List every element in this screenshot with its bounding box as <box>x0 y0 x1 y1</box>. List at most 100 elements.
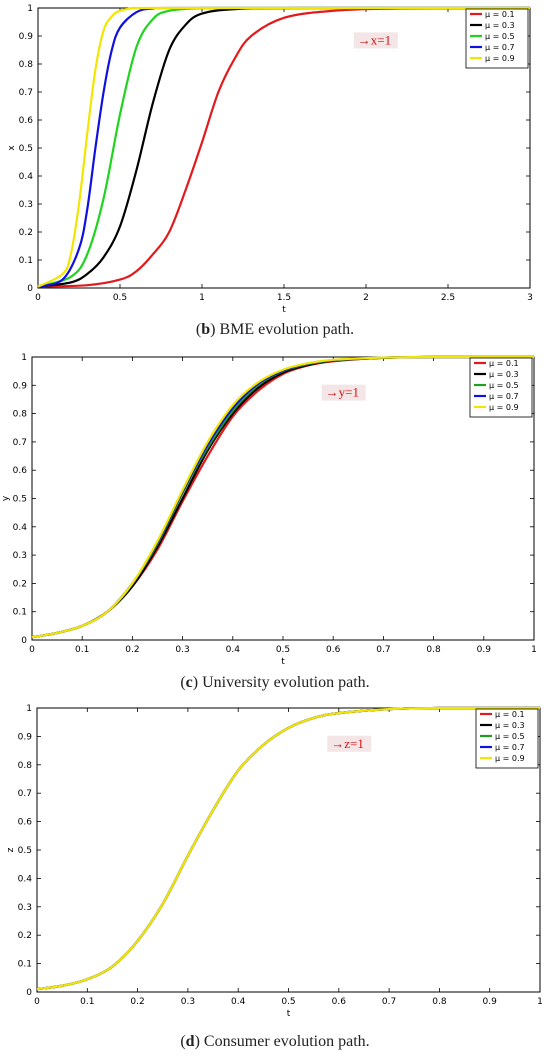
caption-d-text: Consumer evolution path. <box>199 1033 370 1050</box>
series-line <box>37 6 531 288</box>
legend-label: μ = 0.3 <box>489 370 519 379</box>
x-axis-label: t <box>282 305 286 315</box>
y-tick-label: 0 <box>27 284 33 294</box>
annotation-label: →x=1 <box>358 32 391 47</box>
x-tick-label: 0.5 <box>113 293 127 303</box>
legend-label: μ = 0.7 <box>495 743 525 752</box>
y-tick-label: 0.6 <box>13 466 28 476</box>
caption-b: (b) BME evolution path. <box>195 321 355 338</box>
plot-area <box>36 707 541 993</box>
x-tick-label: 0.9 <box>483 997 498 1007</box>
annotation-bg <box>321 384 366 401</box>
y-tick-label: 0.1 <box>19 256 33 266</box>
x-tick-label: 0.4 <box>231 997 246 1007</box>
y-tick-label: 0.7 <box>18 789 32 799</box>
chart-panel-b: 0 0.1 0.2 0.3 0.4 0.5 0.6 0.7 0.8 0.9 1 0 0.5 1 1.5 2 2.… <box>0 0 550 345</box>
y-tick-label: 0 <box>26 988 32 998</box>
chart-panel-d: 0 0.1 0.2 0.3 0.4 0.5 0.6 0.7 0.8 0.9 1 0 0.1 0.2 0.3 0… <box>0 700 550 1061</box>
annotation-label: →z=1 <box>331 736 364 751</box>
x-tick-label: 3 <box>527 293 533 303</box>
y-tick-label: 0.9 <box>19 32 34 42</box>
y-tick-label: 0.2 <box>18 931 32 941</box>
series-line <box>37 6 530 288</box>
x-tick-label: 0.9 <box>477 645 492 655</box>
chart-b-svg: 0 0.1 0.2 0.3 0.4 0.5 0.6 0.7 0.8 0.9 1 0 0.5 1 1.5 2 2.… <box>7 4 533 315</box>
y-tick-label: 0.8 <box>19 60 34 70</box>
x-tick-label: 0.6 <box>326 645 341 655</box>
x-axis-label: t <box>281 657 285 667</box>
x-tick-label: 0.8 <box>426 645 441 655</box>
x-tick-label: 0 <box>29 645 35 655</box>
y-tick-label: 0 <box>21 636 27 646</box>
annotation-bg <box>353 32 398 49</box>
caption-c-text: University evolution path. <box>198 674 370 691</box>
y-tick-label: 0.7 <box>19 88 33 98</box>
legend-label: μ = 0.5 <box>485 32 515 41</box>
y-tick-label: 0.1 <box>13 608 27 618</box>
y-tick-label: 0.6 <box>19 116 34 126</box>
y-axis-label: z <box>6 847 16 852</box>
y-axis-label: y <box>1 495 11 501</box>
caption-c-letter: c <box>185 674 193 691</box>
y-tick-label: 0.8 <box>18 761 33 771</box>
y-tick-label: 0.5 <box>13 495 27 505</box>
legend-label: μ = 0.9 <box>485 54 515 63</box>
x-tick-label: 0.5 <box>276 645 290 655</box>
plot-area <box>31 356 535 641</box>
legend-label: μ = 0.3 <box>495 721 525 730</box>
plot-area <box>37 7 531 289</box>
y-axis-label: x <box>7 145 17 151</box>
x-tick-label: 2.5 <box>441 293 455 303</box>
y-tick-label: 0.4 <box>18 874 33 884</box>
x-tick-label: 0.1 <box>75 645 89 655</box>
x-tick-label: 0 <box>35 293 41 303</box>
y-tick-label: 0.1 <box>18 960 32 970</box>
y-tick-label: 0.9 <box>18 732 33 742</box>
y-tick-label: 0.6 <box>18 818 33 828</box>
y-tick-label: 0.8 <box>13 410 28 420</box>
caption-b-letter: b <box>201 321 211 338</box>
y-tick-label: 1 <box>26 704 32 714</box>
y-tick-label: 0.4 <box>19 172 34 182</box>
caption-d: (d) Consumer evolution path. <box>180 1033 370 1050</box>
legend-label: μ = 0.3 <box>485 21 515 30</box>
series-line <box>31 355 534 639</box>
legend-label: μ = 0.5 <box>489 381 519 390</box>
y-tick-label: 0.7 <box>13 438 27 448</box>
y-tick-label: 0.3 <box>13 551 27 561</box>
legend-label: μ = 0.1 <box>485 10 515 19</box>
y-tick-label: 1 <box>21 353 27 363</box>
chart-c-svg: 0 0.1 0.2 0.3 0.4 0.5 0.6 0.7 0.8 0.9 1 0 0.1 0.2 0.3 0… <box>1 353 537 667</box>
caption-b-text: BME evolution path. <box>215 321 355 338</box>
x-tick-label: 0.5 <box>281 997 295 1007</box>
y-tick-label: 0.5 <box>18 846 32 856</box>
y-tick-label: 0.3 <box>19 200 33 210</box>
x-tick-label: 2 <box>363 293 369 303</box>
x-tick-label: 0 <box>34 997 40 1007</box>
legend-label: μ = 0.9 <box>489 403 519 412</box>
legend-label: μ = 0.7 <box>485 43 515 52</box>
x-tick-label: 0.7 <box>376 645 390 655</box>
legend-label: μ = 0.5 <box>495 732 525 741</box>
y-tick-label: 0.4 <box>13 523 28 533</box>
x-tick-label: 0.7 <box>382 997 396 1007</box>
chart-panel-c: 0 0.1 0.2 0.3 0.4 0.5 0.6 0.7 0.8 0.9 1 0 0.1 0.2 0.3 0… <box>0 345 550 700</box>
x-tick-label: 0.2 <box>130 997 144 1007</box>
x-tick-label: 1.5 <box>277 293 291 303</box>
x-tick-label: 1 <box>537 997 543 1007</box>
chart-d-svg: 0 0.1 0.2 0.3 0.4 0.5 0.6 0.7 0.8 0.9 1 0 0.1 0.2 0.3 0… <box>6 704 543 1019</box>
x-tick-label: 1 <box>199 293 205 303</box>
x-axis-label: t <box>287 1009 291 1019</box>
x-tick-label: 0.3 <box>175 645 189 655</box>
y-tick-label: 0.9 <box>13 381 28 391</box>
caption-d-letter: d <box>185 1033 195 1050</box>
legend-label: μ = 0.1 <box>495 710 525 719</box>
annotation-label: →y=1 <box>326 385 359 400</box>
x-tick-label: 0.4 <box>226 645 241 655</box>
x-tick-label: 0.6 <box>332 997 347 1007</box>
annotation-bg <box>327 735 372 752</box>
caption-c: (c) University evolution path. <box>180 674 370 691</box>
y-tick-label: 0.2 <box>13 579 27 589</box>
x-tick-label: 0.3 <box>181 997 195 1007</box>
y-tick-label: 0.2 <box>19 228 33 238</box>
